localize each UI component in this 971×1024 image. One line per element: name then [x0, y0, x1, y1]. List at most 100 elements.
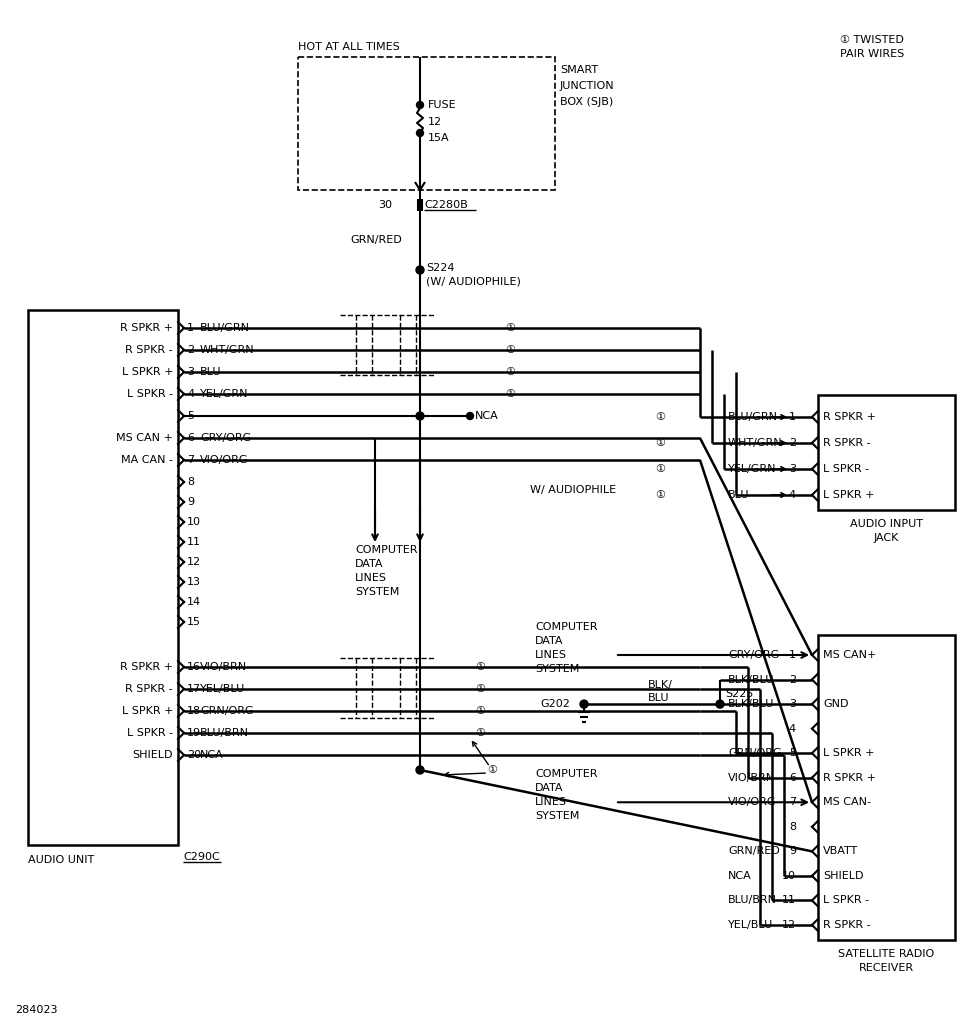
Text: JACK: JACK	[874, 534, 899, 543]
Bar	[298, 57, 555, 190]
Text: 30: 30	[378, 200, 392, 210]
Text: 15: 15	[187, 617, 201, 627]
Text: ①: ①	[655, 490, 665, 500]
Text: 7: 7	[788, 798, 796, 807]
Text: 5: 5	[187, 411, 194, 421]
Text: L SPKR +: L SPKR +	[121, 367, 173, 377]
Text: SYSTEM: SYSTEM	[535, 811, 580, 821]
Text: W/ AUDIOPHILE: W/ AUDIOPHILE	[530, 485, 617, 495]
Text: NCA: NCA	[475, 411, 499, 421]
Text: 284023: 284023	[15, 1005, 57, 1015]
Text: 1: 1	[187, 323, 194, 333]
Text: 18: 18	[187, 706, 201, 716]
Text: R SPKR -: R SPKR -	[823, 438, 871, 449]
Text: LINES: LINES	[535, 798, 567, 807]
Bar	[28, 310, 178, 845]
Text: 2: 2	[187, 345, 194, 355]
Text: ①: ①	[475, 662, 485, 672]
Text: 8: 8	[187, 477, 194, 487]
Text: 11: 11	[782, 895, 796, 905]
Text: COMPUTER: COMPUTER	[535, 622, 597, 632]
Text: ①: ①	[475, 728, 485, 738]
Text: YEL/BLU: YEL/BLU	[200, 684, 246, 694]
Circle shape	[580, 700, 588, 708]
Text: ①: ①	[505, 389, 515, 399]
Text: 9: 9	[187, 497, 194, 507]
Text: GRN/ORG: GRN/ORG	[728, 749, 782, 758]
Text: FUSE: FUSE	[428, 100, 456, 110]
Text: R SPKR -: R SPKR -	[125, 345, 173, 355]
Text: MS CAN +: MS CAN +	[117, 433, 173, 443]
Text: 6: 6	[187, 433, 194, 443]
Text: C2280B: C2280B	[424, 200, 468, 210]
Circle shape	[716, 700, 724, 708]
Bar	[818, 395, 955, 510]
Text: 6: 6	[789, 773, 796, 782]
Text: BLU: BLU	[200, 367, 221, 377]
Text: 4: 4	[788, 724, 796, 733]
Text: DATA: DATA	[535, 636, 563, 646]
Text: 10: 10	[187, 517, 201, 527]
Text: VIO/BRN: VIO/BRN	[728, 773, 775, 782]
Text: 15A: 15A	[428, 133, 450, 143]
Text: BLU/BRN: BLU/BRN	[200, 728, 249, 738]
Text: 19: 19	[187, 728, 201, 738]
Text: 4: 4	[788, 490, 796, 500]
Text: BLK/BLU: BLK/BLU	[728, 699, 775, 709]
Text: 2: 2	[788, 675, 796, 685]
Text: 11: 11	[187, 537, 201, 547]
Text: BLK/: BLK/	[648, 680, 673, 689]
Text: VIO/ORG: VIO/ORG	[728, 798, 777, 807]
Text: PAIR WIRES: PAIR WIRES	[840, 49, 904, 59]
Text: ①: ①	[655, 464, 665, 474]
Text: 5: 5	[789, 749, 796, 758]
Text: VIO/ORG: VIO/ORG	[200, 455, 249, 465]
Text: WHT/GRN: WHT/GRN	[728, 438, 783, 449]
Text: S224: S224	[426, 263, 454, 273]
Text: BLU/GRN: BLU/GRN	[728, 412, 778, 422]
Text: 13: 13	[187, 577, 201, 587]
Text: ①: ①	[655, 412, 665, 422]
Text: MS CAN-: MS CAN-	[823, 798, 871, 807]
Text: COMPUTER: COMPUTER	[535, 769, 597, 779]
Text: GRY/ORG: GRY/ORG	[728, 650, 780, 660]
Text: VIO/BRN: VIO/BRN	[200, 662, 248, 672]
Text: ①: ①	[487, 765, 497, 775]
Text: JUNCTION: JUNCTION	[560, 81, 615, 91]
Text: AUDIO UNIT: AUDIO UNIT	[28, 855, 94, 865]
Text: ①: ①	[505, 367, 515, 377]
Text: R SPKR -: R SPKR -	[823, 920, 871, 930]
Text: BLK/BLU: BLK/BLU	[728, 675, 775, 685]
Text: ①: ①	[505, 323, 515, 333]
Text: R SPKR +: R SPKR +	[120, 662, 173, 672]
Text: NCA: NCA	[200, 750, 223, 760]
Text: LINES: LINES	[535, 650, 567, 660]
Text: YEL/GRN: YEL/GRN	[728, 464, 777, 474]
Text: L SPKR -: L SPKR -	[823, 464, 869, 474]
Text: 1: 1	[789, 650, 796, 660]
Text: L SPKR +: L SPKR +	[121, 706, 173, 716]
Text: G202: G202	[540, 699, 570, 709]
Text: 12: 12	[428, 117, 442, 127]
Text: SMART: SMART	[560, 65, 598, 75]
Circle shape	[416, 766, 424, 774]
Text: BLU/BRN: BLU/BRN	[728, 895, 777, 905]
Circle shape	[417, 101, 423, 109]
Text: 4: 4	[187, 389, 194, 399]
Text: BOX (SJB): BOX (SJB)	[560, 97, 614, 106]
Text: L SPKR +: L SPKR +	[823, 490, 875, 500]
Circle shape	[416, 412, 424, 420]
Text: C290C: C290C	[183, 852, 219, 862]
Text: LINES: LINES	[355, 573, 387, 583]
Text: L SPKR -: L SPKR -	[127, 389, 173, 399]
Text: L SPKR +: L SPKR +	[823, 749, 875, 758]
Circle shape	[466, 413, 474, 420]
Text: 14: 14	[187, 597, 201, 607]
Text: S225: S225	[725, 689, 753, 699]
Text: 3: 3	[187, 367, 194, 377]
Text: SHIELD: SHIELD	[823, 870, 863, 881]
Text: GRN/ORG: GRN/ORG	[200, 706, 253, 716]
Text: SYSTEM: SYSTEM	[535, 664, 580, 674]
Text: ①: ①	[505, 345, 515, 355]
Text: 20: 20	[187, 750, 201, 760]
